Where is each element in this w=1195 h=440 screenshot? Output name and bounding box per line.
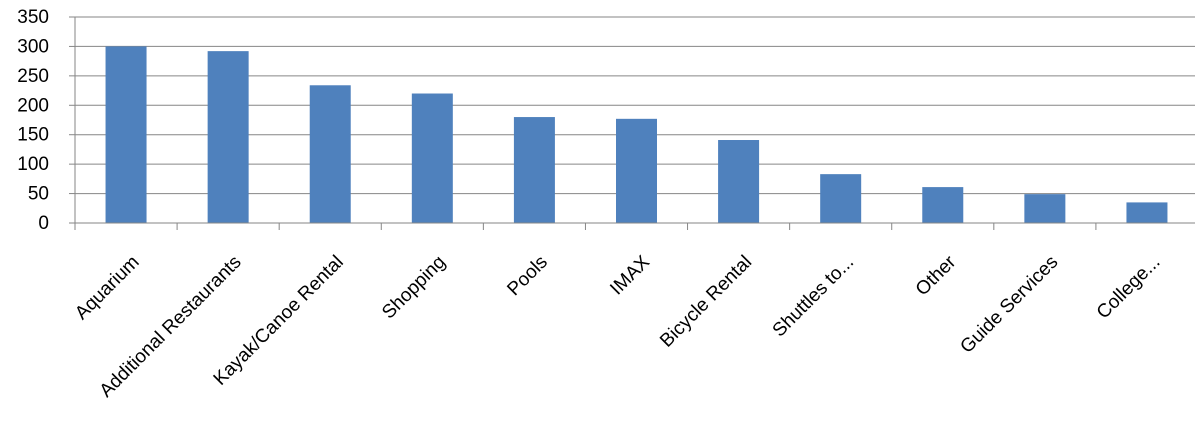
x-category-label: College... <box>1093 252 1165 324</box>
x-category-label: Other <box>912 251 961 300</box>
x-category-label: Bicycle Rental <box>656 252 756 352</box>
bar <box>718 140 760 223</box>
y-tick-label: 200 <box>17 95 49 116</box>
y-tick-label: 50 <box>28 184 49 205</box>
bar <box>616 118 657 223</box>
y-tick-label: 350 <box>17 7 49 28</box>
bars <box>105 46 1168 223</box>
bar <box>1126 202 1168 223</box>
bar <box>207 51 249 223</box>
y-tick-label: 150 <box>17 125 49 146</box>
axes <box>69 16 1195 230</box>
y-tick-label: 100 <box>17 154 49 175</box>
x-category-label: Shuttles to... <box>769 252 859 342</box>
x-category-label: IMAX <box>606 251 654 299</box>
y-tick-label: 0 <box>38 213 49 234</box>
bar <box>513 117 555 223</box>
bar <box>105 46 147 223</box>
y-tick-label: 300 <box>17 36 49 57</box>
bar <box>309 85 351 223</box>
y-tick-label: 250 <box>17 66 49 87</box>
bar <box>411 93 453 223</box>
x-category-label: Pools <box>503 252 551 300</box>
bar <box>922 187 964 223</box>
x-category-label: Guide Services <box>956 252 1062 358</box>
x-category-label: Shopping <box>378 252 450 324</box>
y-tick-labels: 0 50 100 150 200 250 300 350 <box>17 7 49 234</box>
bar <box>820 174 862 223</box>
x-category-label: Aquarium <box>71 252 143 324</box>
bar <box>1024 194 1066 223</box>
